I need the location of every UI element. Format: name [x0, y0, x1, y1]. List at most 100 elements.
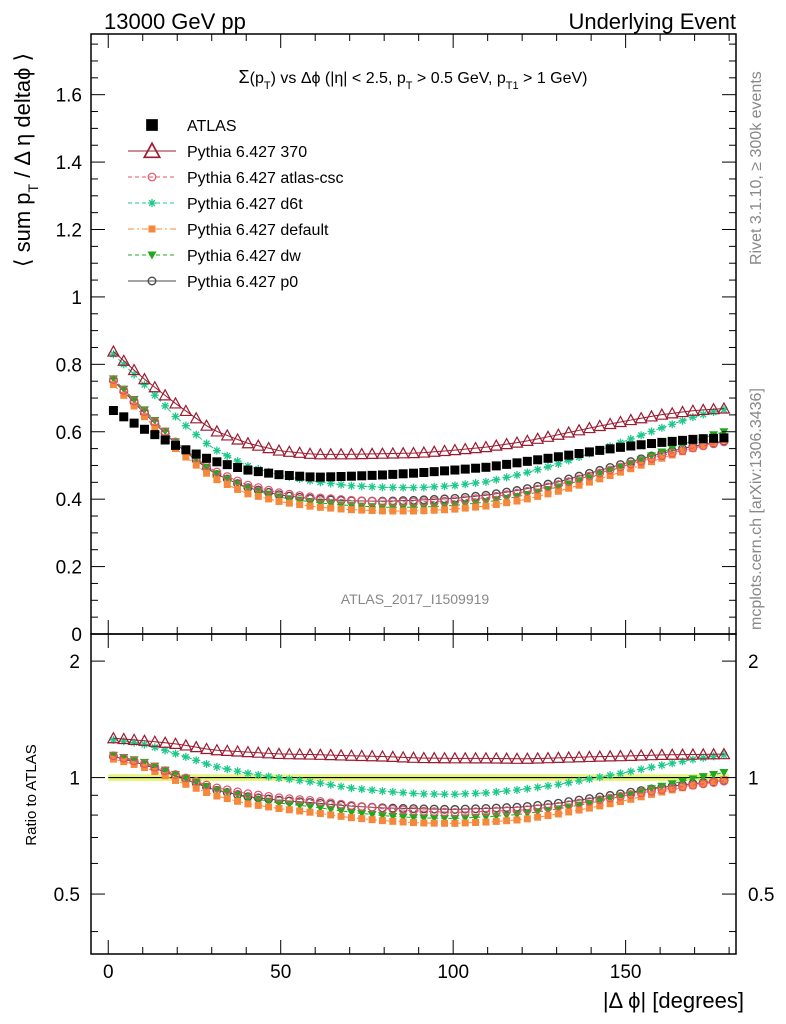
point-p370-34	[458, 442, 472, 455]
ratio-point-p370-48	[603, 749, 617, 762]
ratio-point-p370-35	[469, 751, 483, 764]
ratio-point-default-56	[689, 782, 697, 790]
point-default-49	[616, 468, 624, 476]
ratio-point-atlascsc-40	[522, 805, 532, 815]
point-p370-36	[479, 440, 493, 453]
point-d6t-24	[357, 482, 366, 491]
point-atlascsc-23	[347, 495, 356, 505]
point-d6t-1	[119, 360, 128, 369]
main-ticks: 0 0.2 0.4 0.6 0.8 1 1.2 1.4 1.6	[56, 34, 736, 646]
point-d6t-11	[223, 451, 232, 460]
point-atlascsc-45	[574, 474, 584, 484]
point-p370-39	[510, 435, 524, 448]
point-d6t-49	[616, 438, 625, 447]
ratio-point-d6t-59	[719, 750, 728, 759]
point-atlas-45	[574, 449, 584, 459]
ratio-point-d6t-2	[130, 738, 139, 747]
point-default-26	[378, 507, 386, 515]
point-dw-47	[595, 470, 605, 479]
point-p370-18	[293, 446, 307, 458]
point-atlas-53	[657, 437, 667, 447]
ratio-point-dw-13	[243, 794, 253, 803]
point-atlascsc-24	[357, 496, 367, 506]
point-p370-37	[489, 438, 503, 451]
ratio-point-p370-13	[241, 745, 255, 758]
point-p370-13	[241, 436, 255, 449]
point-default-21	[327, 504, 335, 512]
legend-label-default: Pythia 6.427 default	[187, 222, 329, 239]
point-default-34	[461, 504, 469, 512]
point-atlas-49	[615, 442, 625, 452]
ratio-point-d6t-38	[502, 786, 511, 795]
series-line-atlascsc	[113, 379, 725, 503]
ratio-point-p370-3	[137, 734, 151, 746]
point-atlas-48	[605, 444, 615, 454]
ratio-point-d6t-39	[512, 786, 521, 795]
point-atlascsc-11	[222, 472, 232, 481]
point-atlascsc-2	[129, 396, 139, 406]
ratio-point-default-35	[472, 818, 480, 826]
ratio-point-dw-59	[719, 768, 729, 777]
point-atlascsc-32	[440, 496, 449, 506]
ratio-point-p370-52	[644, 748, 659, 761]
ratio-point-default-13	[244, 800, 252, 808]
point-atlascsc-46	[585, 471, 594, 481]
header-right: Underlying Event	[568, 9, 736, 34]
ratio-point-default-10	[213, 792, 221, 800]
point-default-40	[523, 495, 531, 503]
point-atlas-28	[398, 469, 408, 479]
ratio-point-atlascsc-0	[109, 751, 118, 761]
point-d6t-52	[647, 427, 656, 436]
point-atlascsc-0	[109, 375, 118, 384]
point-default-30	[420, 507, 428, 515]
point-d6t-40	[523, 468, 532, 477]
point-default-36	[482, 502, 490, 510]
point-p370-59	[717, 401, 731, 414]
point-dw-15	[264, 490, 274, 499]
point-d6t-53	[657, 423, 666, 432]
ratio-point-d6t-51	[637, 765, 646, 774]
point-p370-10	[210, 424, 224, 437]
ratio-point-atlascsc-26	[378, 804, 387, 814]
ratio-point-p370-58	[707, 747, 721, 760]
point-d6t-32	[440, 482, 449, 491]
ratio-point-default-11	[223, 795, 231, 803]
ratio-point-dw-34	[460, 814, 470, 823]
point-p370-15	[262, 441, 276, 454]
ratio-point-p370-1	[117, 732, 131, 745]
point-atlas-50	[626, 441, 636, 451]
ratio-point-default-27	[389, 817, 397, 825]
ratio-point-dw-32	[440, 814, 450, 823]
point-default-24	[358, 506, 366, 514]
ratio-point-dw-55	[678, 777, 688, 786]
point-default-39	[513, 497, 521, 505]
ratio-point-atlascsc-16	[274, 793, 284, 803]
ratio-point-atlascsc-53	[657, 785, 667, 795]
point-default-46	[585, 478, 593, 486]
point-dw-49	[615, 463, 625, 472]
point-atlascsc-28	[398, 497, 408, 507]
header-left: 13000 GeV pp	[104, 9, 246, 34]
ratio-point-atlascsc-5	[160, 766, 170, 775]
ratio-point-p370-27	[386, 750, 400, 763]
ratio-point-dw-9	[202, 782, 212, 791]
point-atlascsc-51	[636, 456, 646, 466]
ratio-point-atlascsc-28	[398, 805, 408, 815]
ratio-point-dw-20	[315, 804, 325, 813]
point-atlas-57	[698, 434, 708, 444]
ratio-point-dw-47	[595, 797, 605, 806]
point-atlascsc-25	[367, 496, 377, 506]
ratio-point-default-9	[203, 789, 211, 797]
ratio-point-p370-6	[168, 737, 183, 749]
ratio-point-atlascsc-39	[512, 805, 522, 815]
ratio-point-p370-57	[696, 747, 710, 760]
point-p370-8	[189, 411, 203, 424]
point-atlas-11	[222, 460, 232, 470]
point-default-58	[710, 439, 718, 447]
ratio-point-p370-53	[655, 748, 669, 761]
point-atlascsc-54	[667, 448, 677, 458]
ratio-point-default-4	[151, 767, 159, 775]
point-p370-16	[272, 443, 286, 456]
point-atlas-36	[481, 462, 491, 472]
ratio-point-atlascsc-4	[150, 762, 160, 772]
